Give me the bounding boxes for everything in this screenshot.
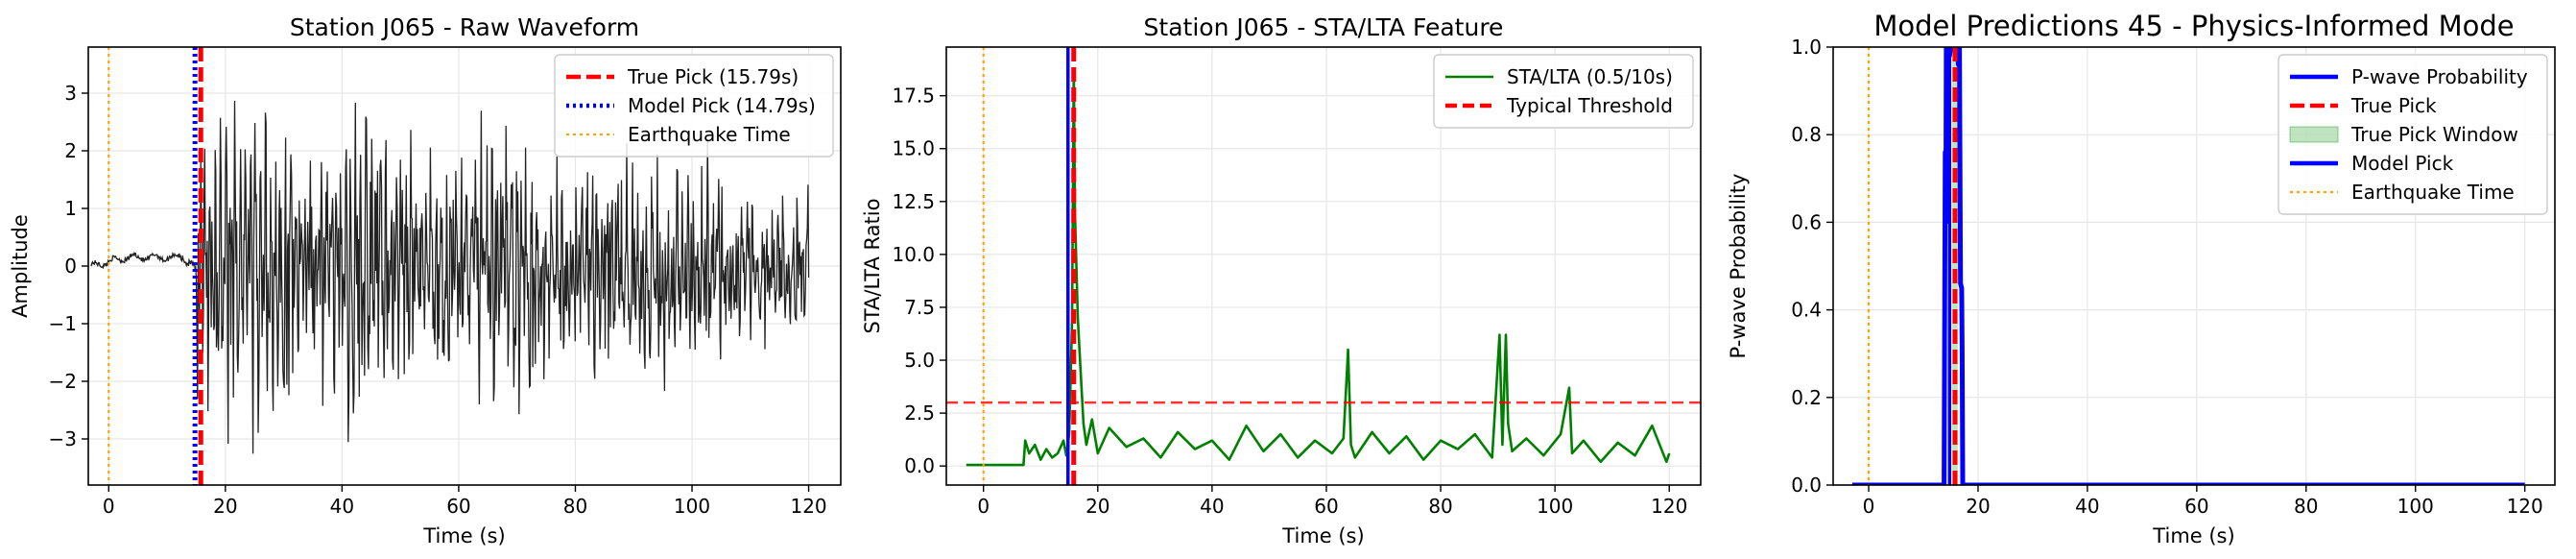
x-axis-label: Time (s): [2152, 524, 2234, 547]
y-tick-label: −1: [49, 312, 77, 335]
y-tick-label: −3: [49, 427, 77, 450]
x-tick-label: 120: [1651, 495, 1687, 518]
legend-entry: True Pick Window: [2350, 123, 2518, 146]
x-tick-label: 120: [790, 495, 826, 518]
y-tick-label: 0: [64, 255, 77, 278]
legend-handle: [2289, 126, 2339, 143]
x-tick-label: 100: [674, 495, 710, 518]
y-tick-label: 10.0: [892, 243, 935, 266]
plot-area: [946, 47, 1701, 485]
chart-title: Station J065 - STA/LTA Feature: [1144, 13, 1504, 41]
waveform-line: [90, 100, 810, 454]
x-tick-label: 20: [213, 495, 237, 518]
x-tick-label: 80: [563, 495, 587, 518]
legend: P-wave Probability True Pick True Pick Win…: [2278, 54, 2548, 215]
y-tick-label: 2: [64, 139, 77, 162]
x-tick-label: 0: [977, 495, 990, 518]
legend-frame: [2278, 54, 2548, 215]
y-axis-label: STA/LTA Ratio: [861, 199, 884, 334]
y-axis-label: P-wave Probability: [1727, 174, 1750, 359]
y-tick-label: 7.5: [904, 296, 935, 319]
plot-area: [1851, 47, 2525, 485]
x-tick-label: 80: [1428, 495, 1452, 518]
x-tick-label: 40: [1200, 495, 1224, 518]
y-tick-label: 0.0: [1791, 474, 1822, 497]
y-tick-label: −2: [49, 370, 77, 393]
legend-entry: Earthquake Time: [628, 123, 791, 146]
legend-entry: True Pick: [2350, 94, 2437, 117]
legend-entry: P-wave Probability: [2351, 65, 2528, 88]
y-tick-label: 0.6: [1791, 210, 1822, 233]
chart-title: Model Predictions 45 - Physics-Informed …: [1873, 10, 2514, 42]
legend-entry: Earthquake Time: [2351, 181, 2515, 204]
x-axis-label: Time (s): [1281, 524, 1364, 547]
panel-2: 0 20 40 60 80 100 120 0.0 2.5 5.0 7.5 10.0 12.5 15.0 1…: [861, 13, 1702, 547]
x-tick-label: 100: [1537, 495, 1573, 518]
legend-entry: Typical Threshold: [1506, 94, 1673, 117]
x-tick-label: 80: [2294, 495, 2318, 518]
true-pick-window: [1952, 47, 1958, 485]
legend: True Pick (15.79s) Model Pick (14.79s) Ear…: [554, 54, 834, 158]
x-tick-label: 20: [1966, 495, 1990, 518]
x-tick-label: 40: [330, 495, 354, 518]
panel-1: 0 20 40 60 80 100 120 −3 −2 −1 0 1 2 3 Time (s) Amplitu…: [9, 13, 842, 547]
y-tick-label: 0.4: [1791, 299, 1822, 322]
y-tick-label: 0.8: [1791, 123, 1822, 146]
legend: STA/LTA (0.5/10s) Typical Threshold: [1433, 54, 1694, 129]
chart-title: Station J065 - Raw Waveform: [290, 13, 639, 41]
x-axis-label: Time (s): [422, 524, 505, 547]
x-tick-label: 60: [1314, 495, 1338, 518]
legend-entry: Model Pick (14.79s): [628, 94, 816, 117]
y-tick-label: 17.5: [892, 85, 935, 108]
x-tick-label: 0: [103, 495, 115, 518]
y-tick-label: 0.0: [904, 454, 935, 477]
legend-entry: Model Pick: [2351, 152, 2454, 175]
axes-frame: [1832, 46, 2556, 486]
y-tick-label: 15.0: [892, 137, 935, 160]
axes-frame: [945, 46, 1702, 486]
x-tick-label: 20: [1085, 495, 1109, 518]
y-axis-label: Amplitude: [9, 214, 32, 318]
y-tick-label: 5.0: [904, 349, 935, 372]
grid: [946, 47, 1701, 485]
y-tick-label: 3: [64, 82, 77, 105]
y-tick-label: 0.2: [1791, 386, 1822, 409]
y-tick-label: 1: [64, 197, 77, 220]
x-tick-label: 100: [2397, 495, 2434, 518]
legend-frame: [1433, 54, 1694, 129]
legend-frame: [554, 54, 834, 158]
y-tick-label: 12.5: [892, 190, 935, 213]
y-tick-label: 2.5: [904, 401, 935, 425]
panel-3: 0 20 40 60 80 100 120 0.0 0.2 0.4 0.6 0.8 1.0 Time (s…: [1727, 10, 2556, 547]
x-tick-label: 120: [2507, 495, 2543, 518]
x-tick-label: 0: [1863, 495, 1875, 518]
plot-area: [90, 47, 810, 485]
x-tick-label: 40: [2075, 495, 2099, 518]
y-tick-label: 1.0: [1791, 36, 1822, 59]
legend-entry: STA/LTA (0.5/10s): [1507, 65, 1673, 88]
legend-entry: True Pick (15.79s): [627, 65, 799, 88]
x-tick-label: 60: [2184, 495, 2208, 518]
x-tick-label: 60: [446, 495, 470, 518]
p-wave-probability-line: [1851, 47, 2525, 485]
